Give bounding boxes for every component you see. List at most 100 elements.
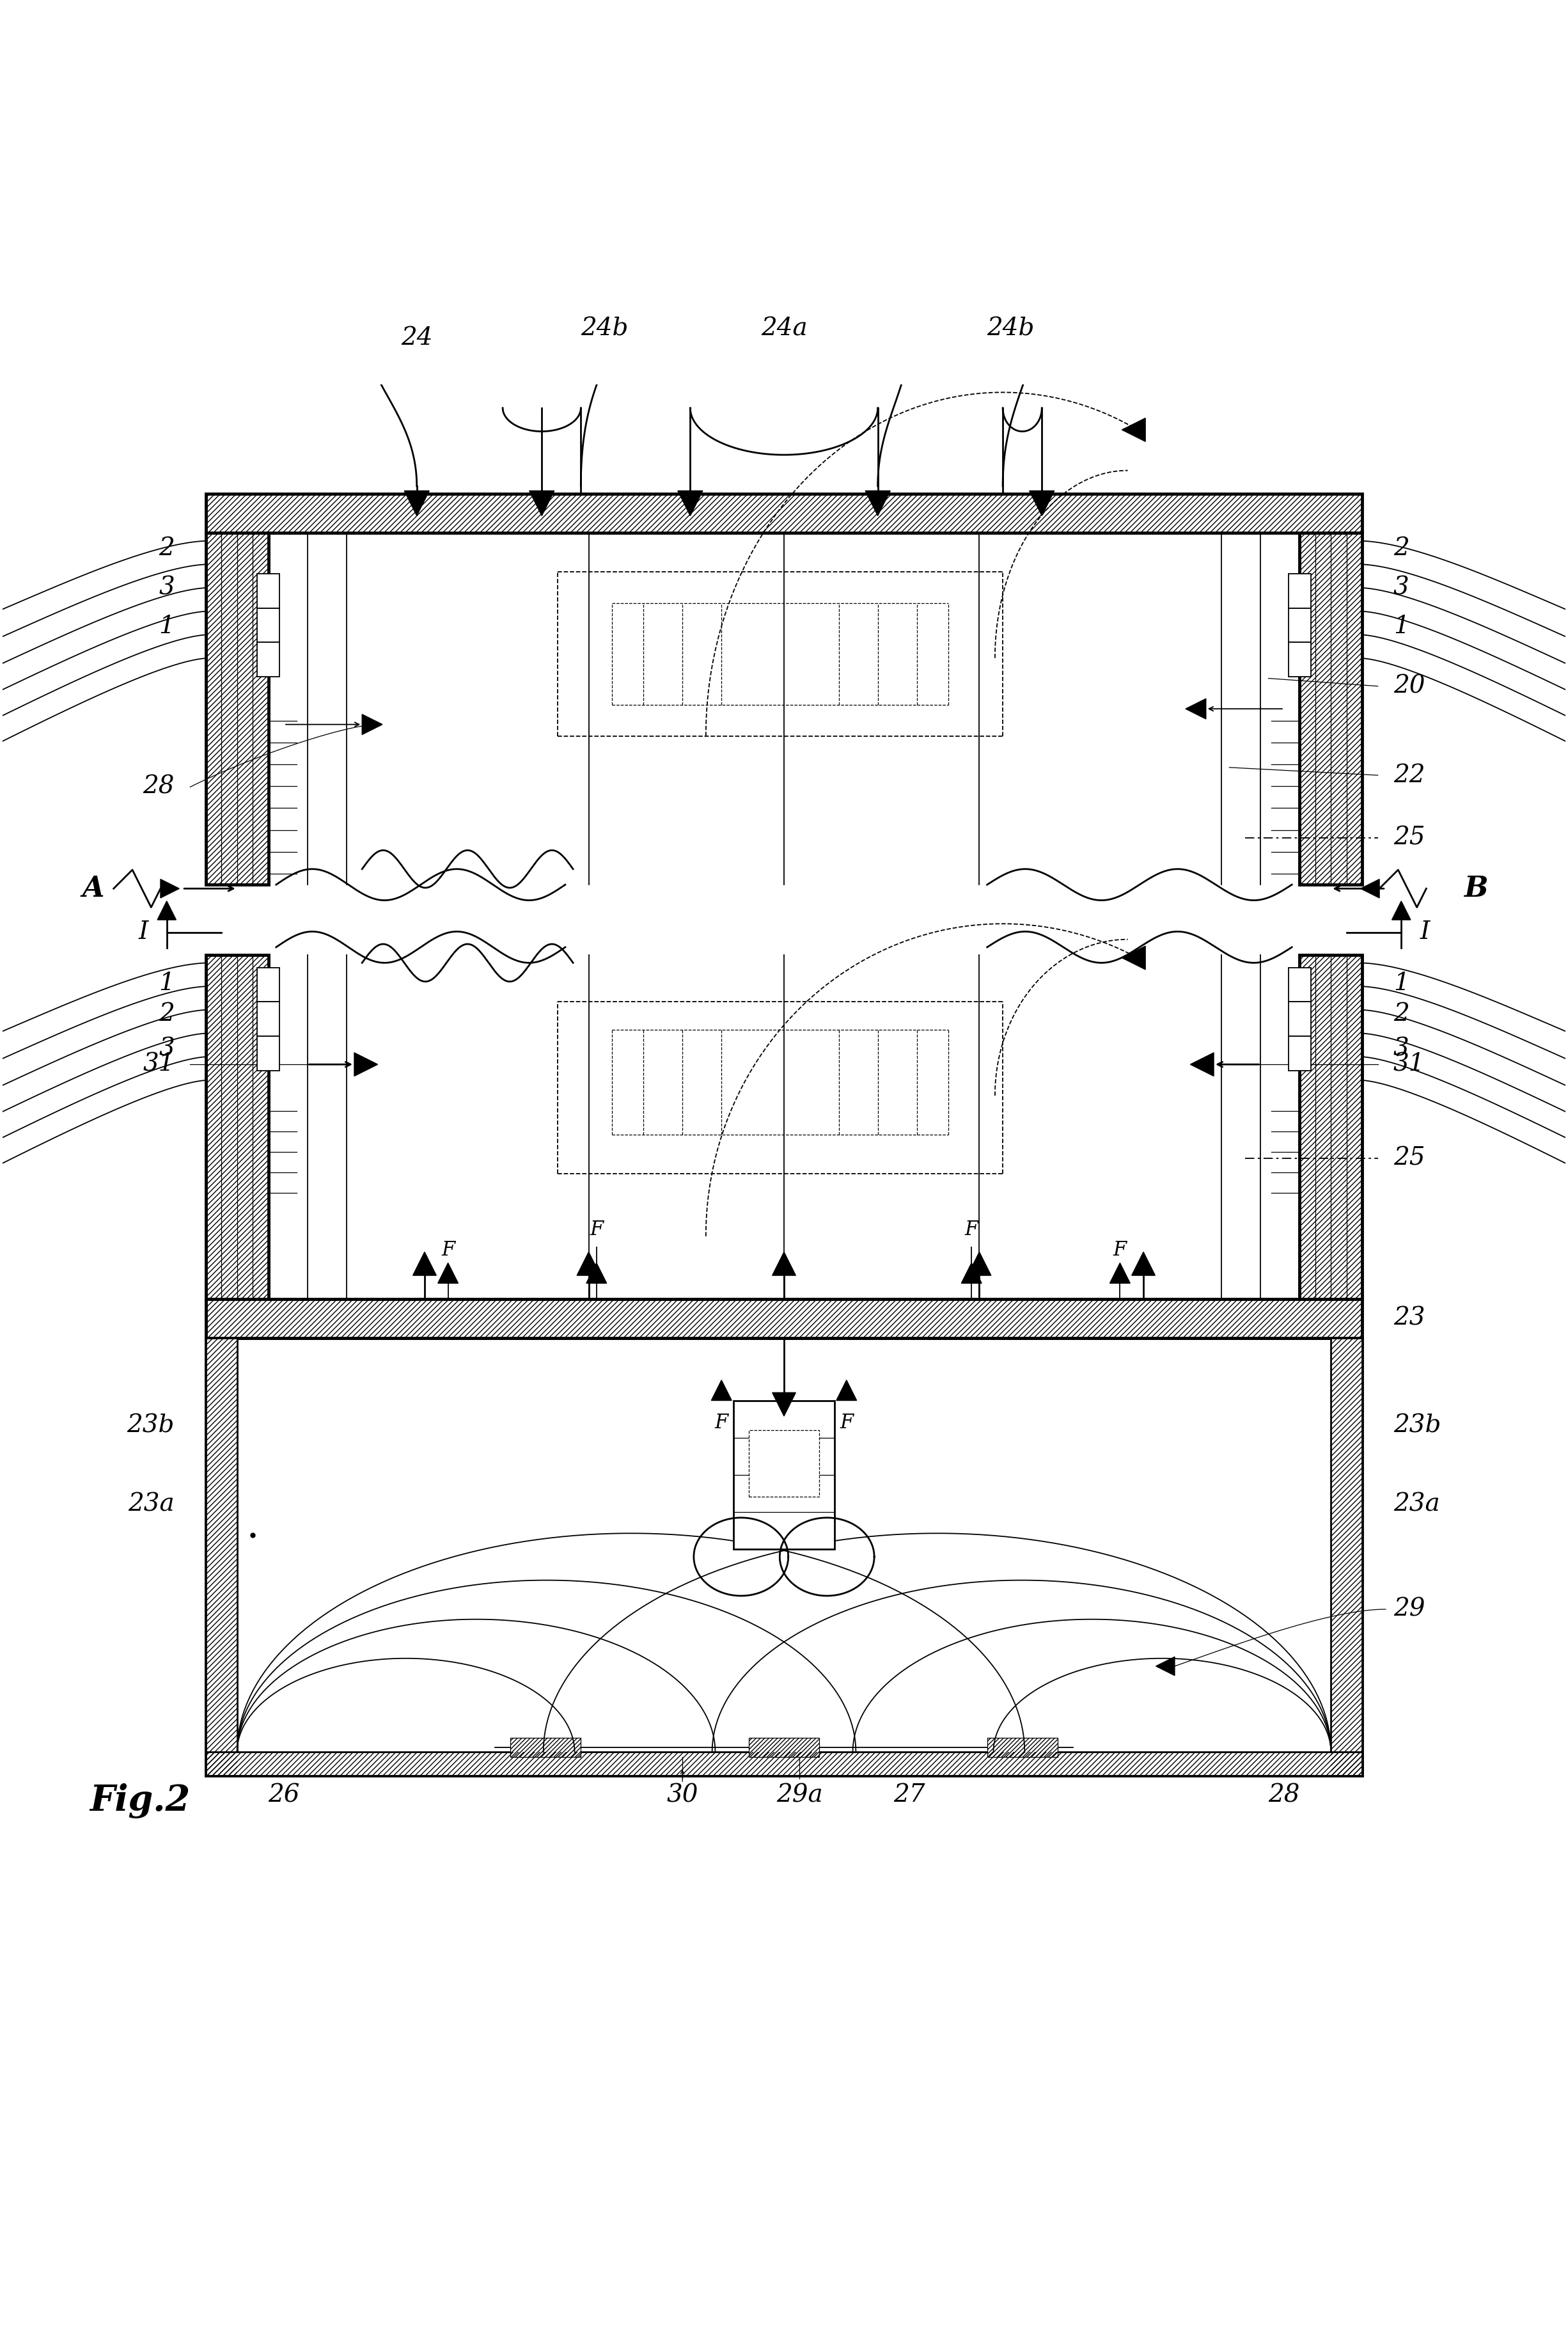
Bar xyxy=(988,1737,1057,1756)
Text: I: I xyxy=(1419,921,1430,944)
Bar xyxy=(1331,1339,1363,1775)
Polygon shape xyxy=(362,714,383,735)
Bar xyxy=(257,1003,279,1035)
Text: 20: 20 xyxy=(1394,674,1425,697)
Text: F: F xyxy=(715,1413,728,1432)
Text: 25: 25 xyxy=(1394,1147,1425,1171)
Bar xyxy=(750,1737,818,1756)
Bar xyxy=(1331,1339,1363,1775)
Polygon shape xyxy=(773,1252,795,1276)
Bar xyxy=(205,1751,1363,1775)
Polygon shape xyxy=(1029,490,1054,515)
Bar xyxy=(1300,956,1363,1299)
Polygon shape xyxy=(1190,1052,1214,1075)
Bar xyxy=(205,494,1363,534)
Polygon shape xyxy=(354,1052,378,1075)
Text: 23: 23 xyxy=(1394,1306,1425,1329)
Text: 24: 24 xyxy=(401,326,433,350)
Bar xyxy=(1289,609,1311,641)
Text: 24a: 24a xyxy=(760,317,808,340)
Bar xyxy=(1289,968,1311,1003)
Text: 24b: 24b xyxy=(580,317,629,340)
Text: 3: 3 xyxy=(1394,1038,1410,1061)
Polygon shape xyxy=(577,1252,601,1276)
Polygon shape xyxy=(836,1381,856,1402)
Text: 31: 31 xyxy=(1394,1052,1425,1077)
Polygon shape xyxy=(412,1252,436,1276)
Bar xyxy=(205,956,268,1299)
Bar xyxy=(750,1737,818,1756)
Polygon shape xyxy=(1361,879,1380,898)
Bar xyxy=(257,641,279,676)
Text: 23a: 23a xyxy=(129,1492,174,1516)
Bar xyxy=(205,956,268,1299)
Text: F: F xyxy=(964,1220,978,1241)
Polygon shape xyxy=(437,1264,458,1283)
Text: A: A xyxy=(82,874,103,902)
Polygon shape xyxy=(866,490,891,515)
Polygon shape xyxy=(1156,1656,1174,1674)
Bar xyxy=(1289,641,1311,676)
Polygon shape xyxy=(1132,1252,1156,1276)
Text: F: F xyxy=(1113,1241,1127,1259)
Text: 30: 30 xyxy=(666,1784,698,1807)
Bar xyxy=(257,968,279,1003)
Text: 22: 22 xyxy=(1394,763,1425,788)
Bar xyxy=(734,1402,834,1548)
Text: 3: 3 xyxy=(158,1038,174,1061)
Bar xyxy=(205,534,268,884)
Bar xyxy=(1289,574,1311,609)
Text: I: I xyxy=(138,921,149,944)
Polygon shape xyxy=(157,900,176,919)
Polygon shape xyxy=(1392,900,1411,919)
Text: 23a: 23a xyxy=(1394,1492,1439,1516)
Bar xyxy=(205,1299,1363,1339)
Text: B: B xyxy=(1465,874,1488,902)
Polygon shape xyxy=(1185,700,1206,718)
Text: 2: 2 xyxy=(158,1003,174,1026)
Bar xyxy=(205,1299,1363,1339)
Bar xyxy=(1300,534,1363,884)
Bar xyxy=(1300,956,1363,1299)
Bar xyxy=(257,1035,279,1070)
Polygon shape xyxy=(586,1264,607,1283)
Polygon shape xyxy=(1110,1264,1131,1283)
Polygon shape xyxy=(405,490,430,515)
Text: 2: 2 xyxy=(1394,536,1410,560)
Text: 27: 27 xyxy=(894,1784,925,1807)
Bar xyxy=(511,1737,580,1756)
Text: 26: 26 xyxy=(268,1784,299,1807)
Polygon shape xyxy=(1123,417,1145,441)
Text: F: F xyxy=(590,1220,604,1241)
Polygon shape xyxy=(677,490,702,515)
Text: 28: 28 xyxy=(1269,1784,1300,1807)
Text: 29: 29 xyxy=(1394,1597,1425,1621)
Text: 29a: 29a xyxy=(776,1784,823,1807)
Bar xyxy=(205,1751,1363,1775)
Text: 25: 25 xyxy=(1394,826,1425,849)
Text: 23b: 23b xyxy=(1394,1413,1441,1437)
Polygon shape xyxy=(961,1264,982,1283)
Polygon shape xyxy=(712,1381,732,1402)
Bar xyxy=(257,609,279,641)
Text: 3: 3 xyxy=(1394,576,1410,599)
Text: 24b: 24b xyxy=(986,317,1035,340)
Text: 28: 28 xyxy=(143,774,174,800)
Polygon shape xyxy=(160,879,179,898)
Text: Fig.2: Fig.2 xyxy=(89,1784,190,1819)
Bar xyxy=(205,1339,237,1775)
Polygon shape xyxy=(773,1392,795,1416)
Text: F: F xyxy=(441,1241,455,1259)
Text: 2: 2 xyxy=(158,536,174,560)
Text: 23b: 23b xyxy=(127,1413,174,1437)
Polygon shape xyxy=(1123,947,1145,970)
Bar xyxy=(205,534,268,884)
Text: 2: 2 xyxy=(1394,1003,1410,1026)
Text: F: F xyxy=(840,1413,853,1432)
Bar xyxy=(1289,1003,1311,1035)
Polygon shape xyxy=(530,490,554,515)
Text: 1: 1 xyxy=(1394,616,1410,639)
Bar xyxy=(511,1737,580,1756)
Text: 1: 1 xyxy=(158,616,174,639)
Bar xyxy=(1289,1035,1311,1070)
